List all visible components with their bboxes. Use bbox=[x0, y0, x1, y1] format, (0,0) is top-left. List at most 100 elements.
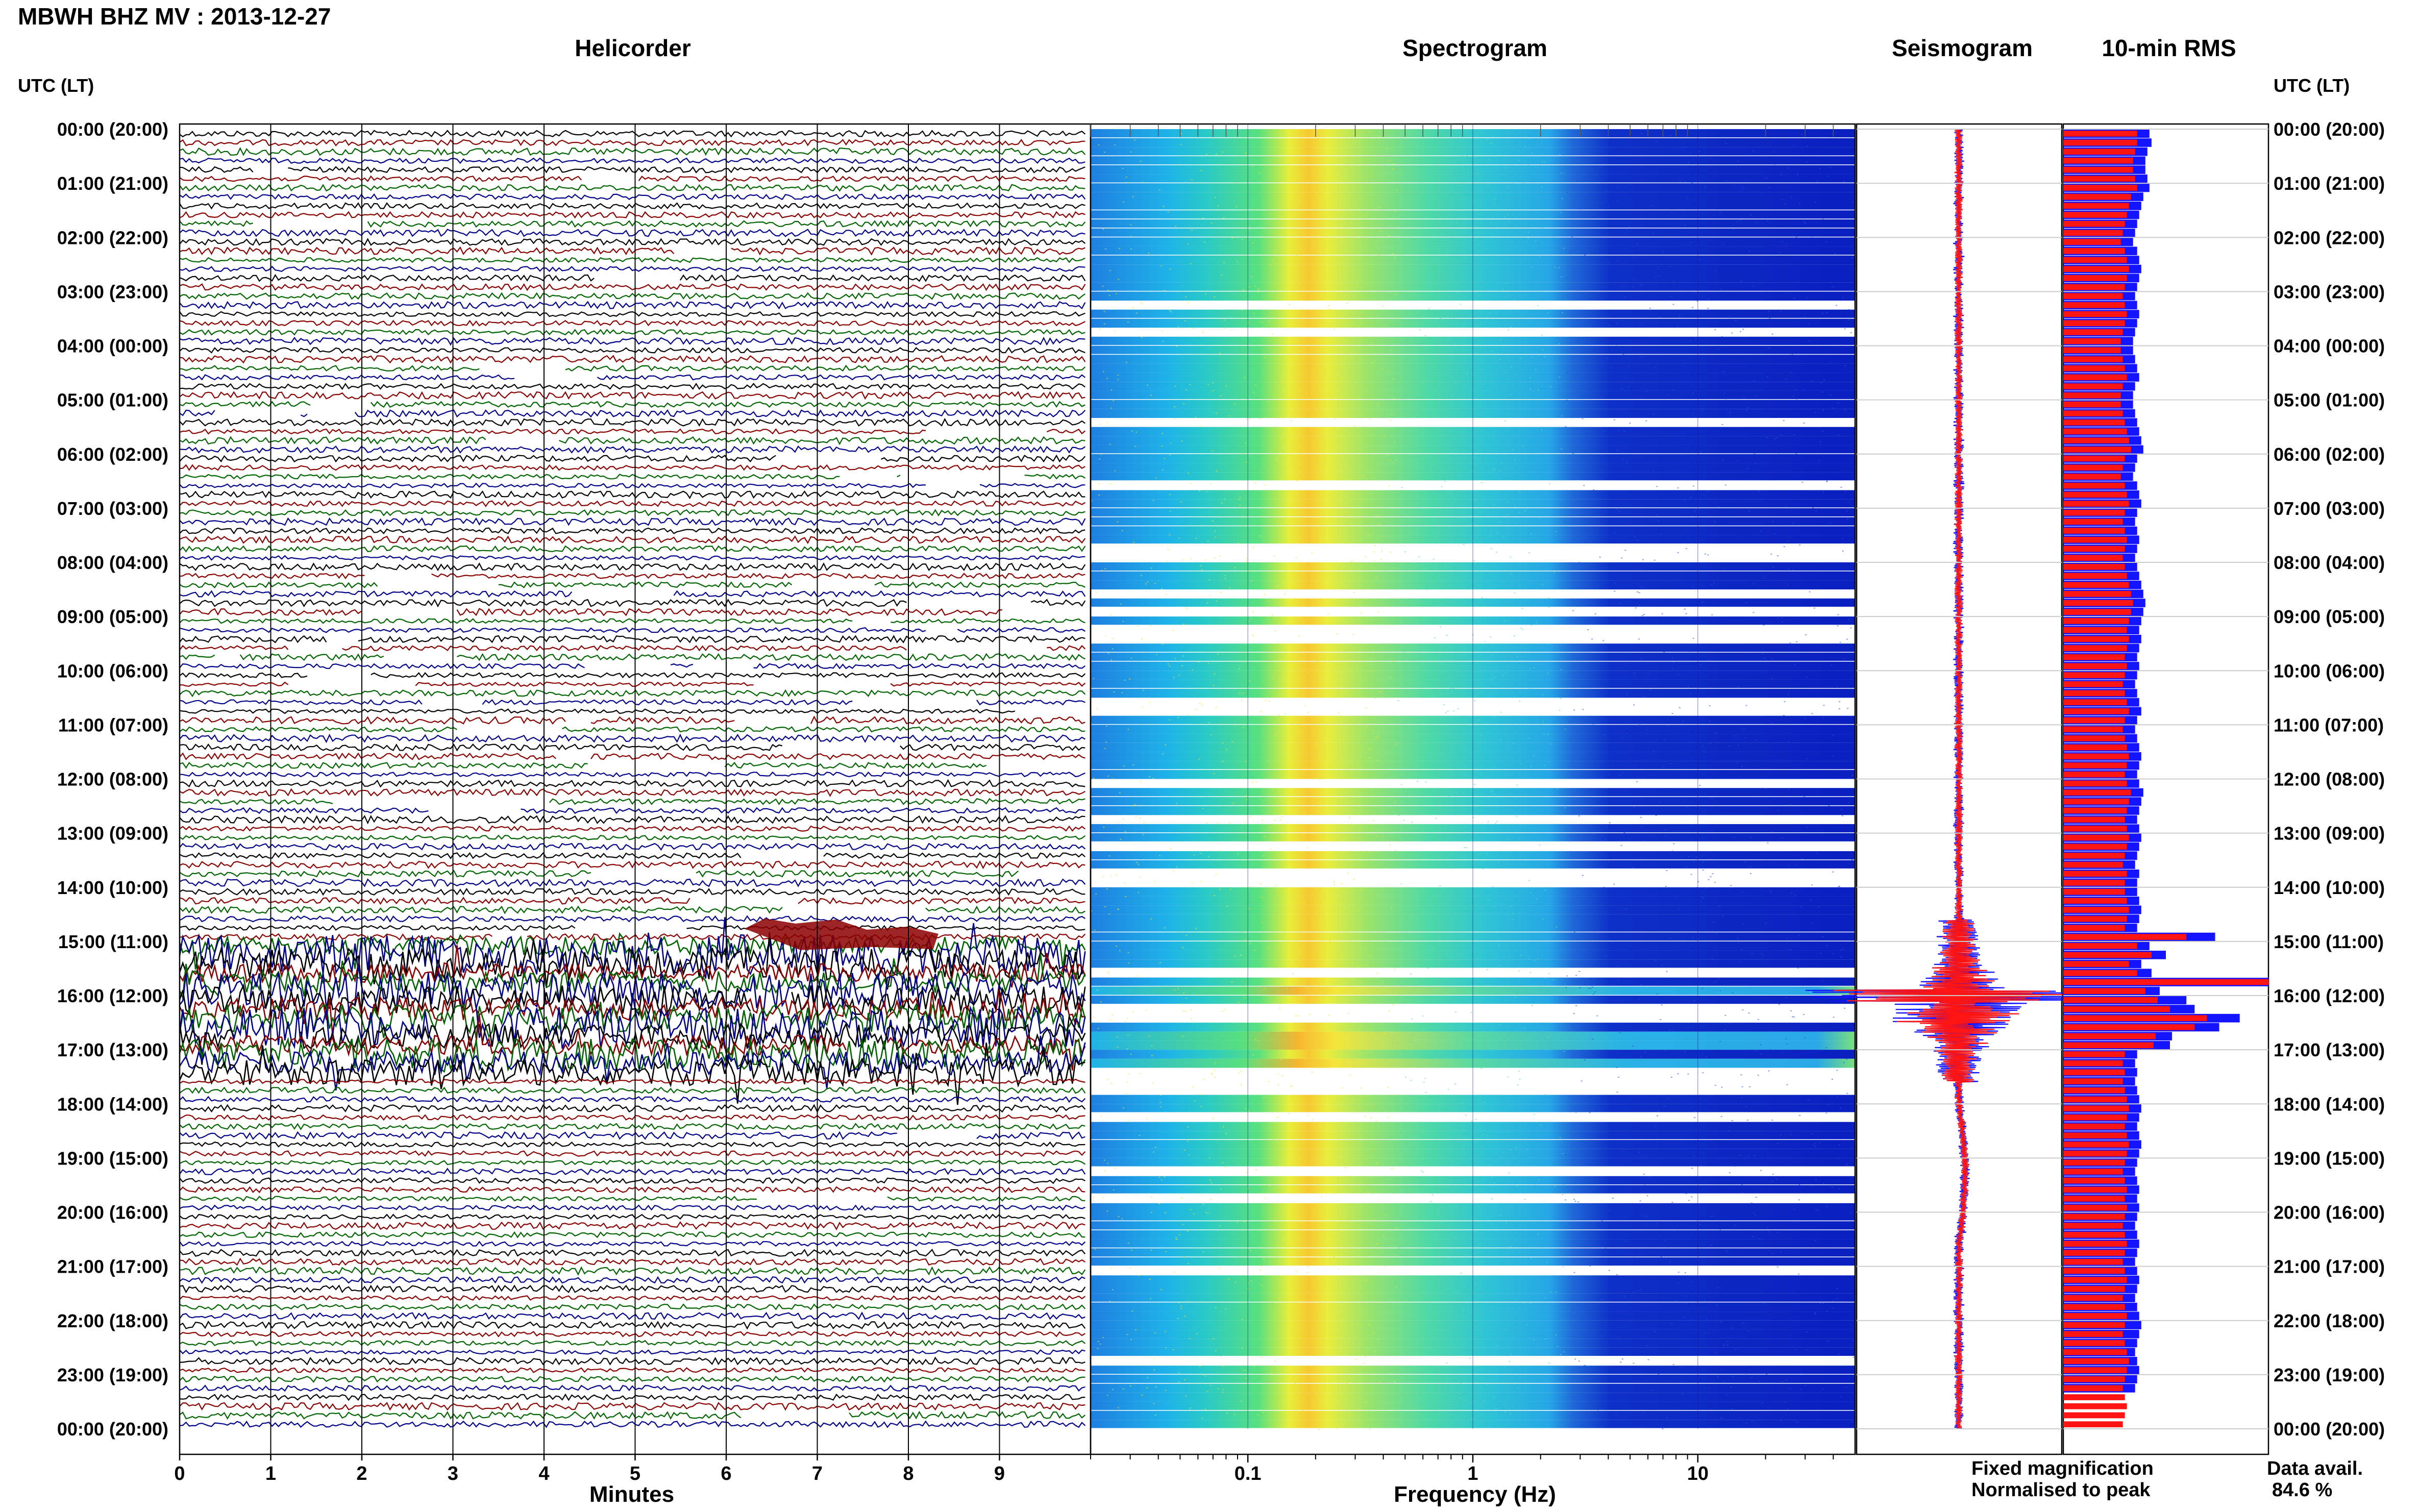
spectrogram-speckle bbox=[1514, 459, 1516, 460]
spectrogram-speckle bbox=[1201, 1418, 1203, 1419]
spectrogram-speckle bbox=[1346, 512, 1348, 514]
spectrogram-speckle bbox=[1521, 629, 1523, 630]
spectrogram-speckle bbox=[1279, 1204, 1281, 1205]
rms-bar-normalised bbox=[2063, 347, 2121, 354]
spectrogram-speckle bbox=[1709, 1387, 1711, 1389]
helicorder-trace bbox=[179, 562, 1086, 572]
hour-label-right: 10:00 (06:00) bbox=[2274, 660, 2385, 681]
spectrogram-speckle bbox=[1104, 568, 1106, 569]
spectrogram-speckle bbox=[1718, 506, 1720, 508]
helicorder-trace bbox=[179, 726, 1085, 733]
helicorder-trace bbox=[179, 887, 1085, 896]
spectrogram-speckle bbox=[1784, 701, 1786, 703]
spectrogram-speckle bbox=[1494, 202, 1496, 204]
spectrogram-speckle bbox=[1619, 775, 1621, 776]
spectrogram-speckle bbox=[1245, 938, 1247, 940]
spectrogram-speckle bbox=[1136, 431, 1138, 433]
spectrogram-speckle bbox=[1445, 565, 1447, 566]
spectrogram-speckle bbox=[1852, 1340, 1854, 1341]
helicorder-trace bbox=[179, 184, 1085, 192]
spectrogram-speckle bbox=[1269, 827, 1271, 828]
spectrogram-speckle bbox=[1366, 964, 1368, 966]
spectrogram-speckle bbox=[1594, 613, 1596, 615]
spectrogram-speckle bbox=[1198, 758, 1200, 760]
spectrogram-speckle bbox=[1599, 359, 1601, 360]
spectrogram-speckle bbox=[1496, 821, 1498, 822]
spectrogram-speckle bbox=[1122, 201, 1124, 203]
spectrogram-speckle bbox=[1359, 518, 1361, 519]
spectrogram-speckle bbox=[1490, 142, 1492, 144]
spectrogram-speckle bbox=[1337, 1372, 1339, 1374]
spectrogram-speckle bbox=[1274, 1360, 1276, 1362]
spectrogram-speckle bbox=[1118, 1216, 1120, 1217]
spectrogram-speckle bbox=[1409, 1153, 1411, 1154]
helicorder-trace bbox=[179, 1043, 1085, 1105]
rms-bar-normalised bbox=[2063, 825, 2127, 832]
helicorder-trace bbox=[179, 627, 1085, 633]
spectrogram-speckle bbox=[1711, 614, 1713, 615]
spectrogram-speckle bbox=[1405, 1217, 1408, 1219]
spectrogram-speckle bbox=[1662, 767, 1664, 769]
spectrogram-speckle bbox=[1324, 1059, 1326, 1060]
spectrogram-speckle bbox=[1329, 1372, 1330, 1374]
spectrogram-speckle bbox=[1745, 179, 1747, 181]
rms-bar-normalised bbox=[2063, 148, 2135, 155]
spectrogram-speckle bbox=[1429, 657, 1431, 658]
spectrogram-speckle bbox=[1715, 732, 1716, 734]
spectrogram-speckle bbox=[1794, 895, 1796, 896]
spectrogram-speckle bbox=[1355, 903, 1357, 904]
spectrogram-speckle bbox=[1177, 717, 1179, 718]
spectrogram-speckle bbox=[1234, 724, 1236, 726]
spectrogram-speckle bbox=[1623, 832, 1625, 833]
spectrogram-speckle bbox=[1509, 1412, 1511, 1414]
spectrogram-speckle bbox=[1670, 296, 1672, 298]
spectrogram-speckle bbox=[1370, 1117, 1372, 1119]
spectrogram-speckle bbox=[1814, 1313, 1816, 1315]
spectrogram-speckle bbox=[1180, 1308, 1182, 1309]
spectrogram-speckle bbox=[1413, 197, 1415, 199]
spectrogram-speckle bbox=[1838, 886, 1840, 887]
spectrogram-speckle bbox=[1435, 1335, 1437, 1336]
spectrogram-speckle bbox=[1236, 206, 1238, 208]
spectrogram-speckle bbox=[1514, 592, 1516, 593]
spectrogram-speckle bbox=[1286, 1416, 1288, 1417]
rms-bar-normalised bbox=[2063, 1033, 2156, 1039]
spectrogram-speckle bbox=[1530, 1257, 1532, 1259]
spectrogram-speckle bbox=[1464, 337, 1466, 338]
spectrogram-speckle bbox=[1434, 259, 1436, 260]
spectrogram-speckle bbox=[1607, 774, 1609, 776]
spectrogram-speckle bbox=[1556, 1291, 1558, 1293]
spectrogram-speckle bbox=[1702, 1072, 1704, 1074]
spectrogram-speckle bbox=[1127, 1034, 1129, 1036]
spectrogram-speckle bbox=[1153, 1151, 1155, 1153]
spectrogram-speckle bbox=[1833, 1017, 1835, 1018]
spectrogram-speckle bbox=[1670, 937, 1671, 939]
spectrogram-speckle bbox=[1422, 1015, 1424, 1017]
spectrogram-speckle bbox=[1122, 819, 1124, 820]
hour-label-right: 05:00 (01:00) bbox=[2274, 390, 2385, 411]
spectrogram-speckle bbox=[1693, 1155, 1695, 1157]
spectrogram-speckle bbox=[1216, 601, 1218, 602]
hour-label-left: 19:00 (15:00) bbox=[57, 1148, 168, 1169]
rms-bar-normalised bbox=[2063, 302, 2125, 308]
spectrogram-speckle bbox=[1740, 219, 1742, 221]
spectrogram-speckle bbox=[1424, 781, 1426, 783]
spectrogram-speckle bbox=[1296, 283, 1298, 285]
spectrogram-speckle bbox=[1603, 734, 1606, 736]
spectrogram-speckle bbox=[1816, 853, 1818, 854]
spectrogram-speckle bbox=[1236, 261, 1238, 262]
rms-bar-normalised bbox=[2063, 789, 2131, 796]
spectrogram-speckle bbox=[1790, 1134, 1792, 1135]
spectrogram-speckle bbox=[1748, 250, 1750, 252]
rms-bar-normalised bbox=[2063, 230, 2123, 236]
helicorder-trace bbox=[179, 454, 1086, 463]
spectrogram-speckle bbox=[1117, 909, 1119, 910]
spectrogram-speckle bbox=[1428, 308, 1430, 309]
spectrogram-speckle bbox=[1362, 1096, 1364, 1097]
spectrogram-speckle bbox=[1809, 591, 1811, 592]
spectrogram-speckle bbox=[1369, 418, 1371, 420]
spectrogram-speckle bbox=[1278, 1007, 1280, 1009]
spectrogram-speckle bbox=[1583, 953, 1585, 955]
hour-label-right: 08:00 (04:00) bbox=[2274, 552, 2385, 573]
spectrogram-speckle bbox=[1736, 762, 1738, 763]
